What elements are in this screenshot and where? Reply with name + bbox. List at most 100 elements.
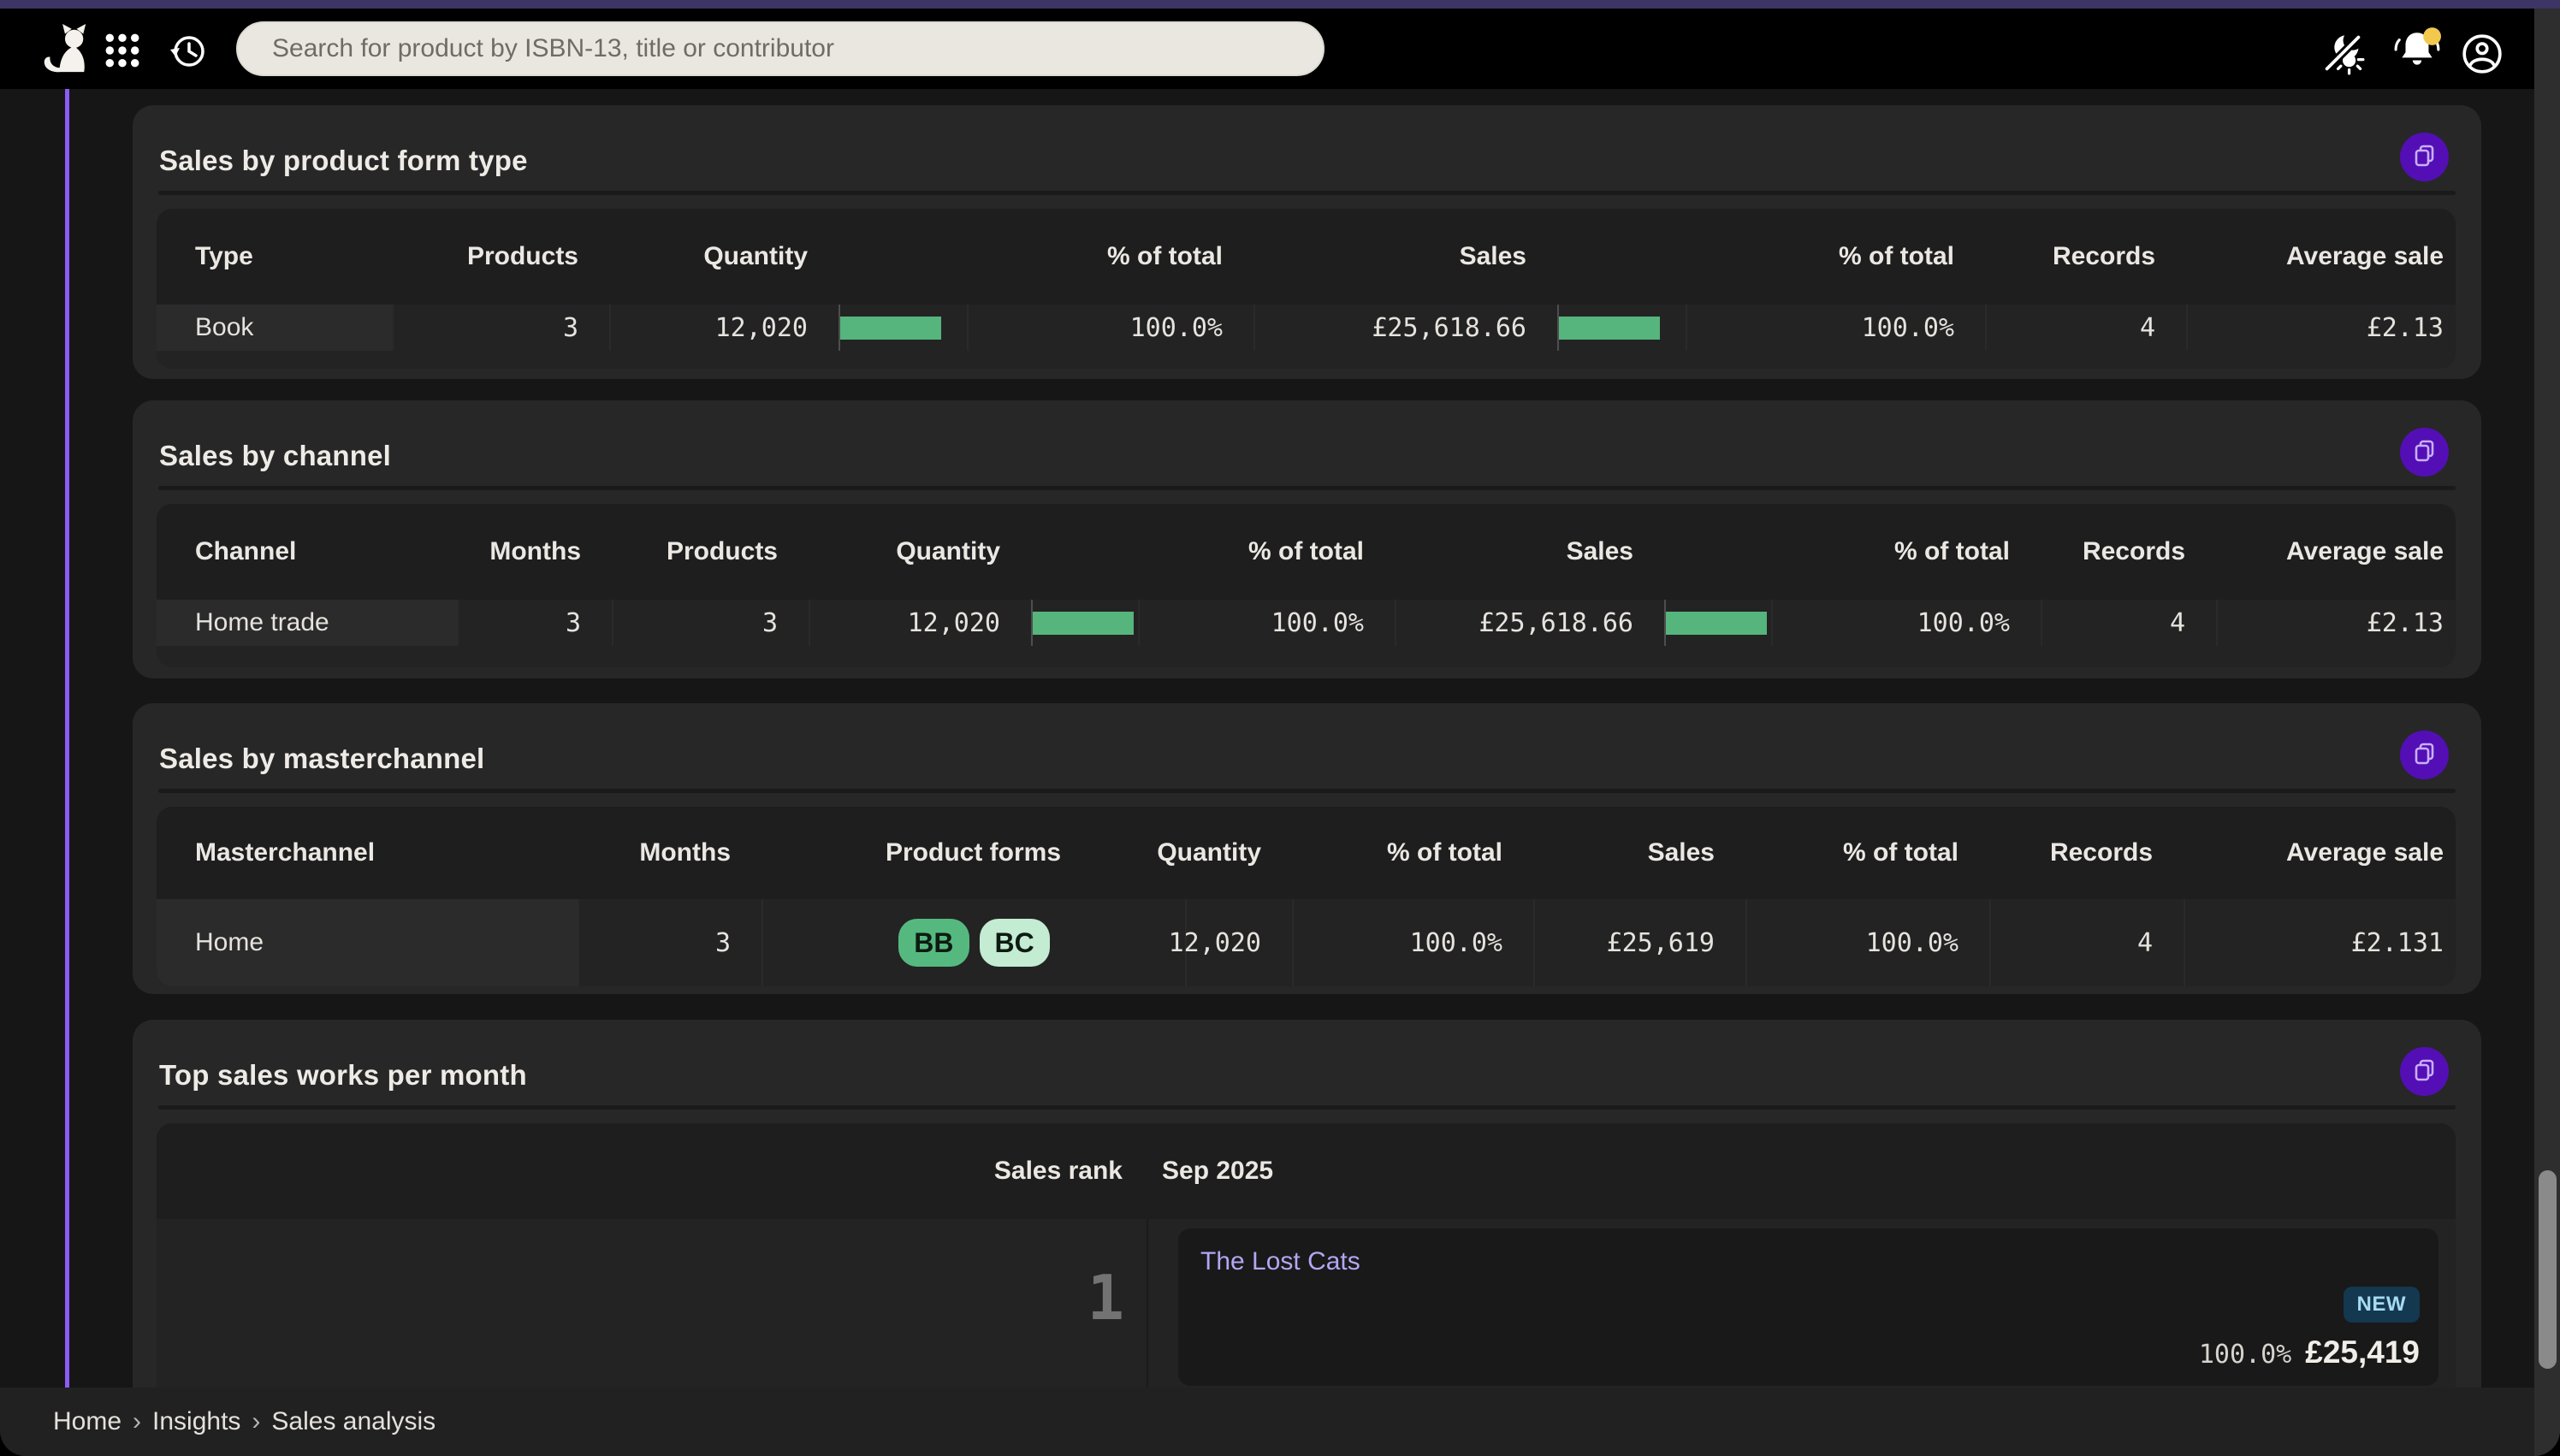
work-percent: 100.0% bbox=[2198, 1340, 2292, 1370]
cell-sales-rank: 1 bbox=[157, 1219, 1147, 1456]
top-navigation-bar bbox=[0, 9, 2534, 89]
account-button[interactable] bbox=[2461, 33, 2504, 78]
column-header-records: Records bbox=[2052, 242, 2155, 270]
cell-sales: £25,618.66 bbox=[1395, 600, 1664, 646]
table-header-row: Type Products Quantity % of total Sales … bbox=[157, 209, 2456, 305]
cell-quantity: 12,020 bbox=[809, 600, 1031, 646]
cell-products: 3 bbox=[392, 305, 609, 351]
cell-month-work: The Lost Cats NEW 100.0% £25,419 bbox=[1147, 1219, 2456, 1456]
product-form-badge-bc: BC bbox=[979, 919, 1050, 967]
copy-table-button[interactable] bbox=[2400, 731, 2449, 779]
cat-logo-icon[interactable] bbox=[38, 22, 91, 80]
column-header-average-sale: Average sale bbox=[2285, 242, 2444, 270]
column-header-pct-of-total: % of total bbox=[1248, 537, 1364, 565]
column-header-masterchannel: Masterchannel bbox=[195, 838, 376, 867]
column-header-month: Sep 2025 bbox=[1162, 1157, 1274, 1185]
cell-records: 4 bbox=[1985, 305, 2186, 351]
cell-masterchannel: Home bbox=[157, 899, 578, 986]
cell-quantity: 12,020 bbox=[1169, 899, 1292, 986]
card-sales-by-masterchannel: Sales by masterchannel Masterchannel Mon… bbox=[133, 703, 2481, 994]
column-header-channel: Channel bbox=[195, 537, 297, 565]
cell-products: 3 bbox=[612, 600, 809, 646]
breadcrumb-home[interactable]: Home bbox=[53, 1407, 122, 1435]
notification-dot bbox=[2423, 27, 2441, 45]
card-sales-by-product-form-type: Sales by product form type Type Products… bbox=[133, 105, 2481, 379]
table-header-row: Sales rank Sep 2025 bbox=[157, 1123, 2456, 1219]
copy-table-button[interactable] bbox=[2400, 1047, 2449, 1096]
search-input[interactable] bbox=[236, 21, 1324, 76]
copy-icon bbox=[2413, 439, 2437, 465]
cell-channel: Home trade bbox=[157, 600, 457, 646]
column-header-quantity: Quantity bbox=[1157, 838, 1261, 867]
card-divider bbox=[158, 1105, 2456, 1110]
column-header-average-sale: Average sale bbox=[2285, 838, 2444, 867]
work-title-link[interactable]: The Lost Cats bbox=[1200, 1247, 1360, 1275]
breadcrumb-sales-analysis: Sales analysis bbox=[271, 1407, 436, 1435]
masterchannel-table: Masterchannel Months Product forms Quant… bbox=[157, 807, 2456, 986]
cell-average-sale: £2.131 bbox=[2184, 899, 2456, 986]
history-clock-icon bbox=[168, 36, 209, 74]
new-badge: NEW bbox=[2343, 1287, 2420, 1323]
cell-average-sale: £2.13 bbox=[2216, 600, 2456, 646]
quantity-bar-cell bbox=[1031, 600, 1138, 646]
work-summary-card: The Lost Cats NEW 100.0% £25,419 bbox=[1178, 1228, 2439, 1386]
column-header-months: Months bbox=[639, 838, 731, 867]
sales-percent-bar bbox=[1559, 316, 1660, 340]
cell-records: 4 bbox=[1989, 899, 2184, 986]
cell-pct-of-total: 100.0% bbox=[1292, 899, 1533, 986]
breadcrumb-separator: › bbox=[133, 1407, 142, 1435]
column-header-pct-of-total: % of total bbox=[1387, 838, 1502, 867]
work-sales-value: £25,419 bbox=[2305, 1335, 2420, 1370]
scrollbar-track[interactable] bbox=[2534, 9, 2560, 1456]
notifications-button[interactable] bbox=[2394, 27, 2442, 74]
table-header-row: Masterchannel Months Product forms Quant… bbox=[157, 807, 2456, 899]
cell-records: 4 bbox=[2041, 600, 2216, 646]
copy-icon bbox=[2413, 742, 2437, 768]
copy-icon bbox=[2413, 144, 2437, 170]
column-header-type: Type bbox=[195, 242, 253, 270]
copy-table-button[interactable] bbox=[2400, 428, 2449, 476]
card-title: Sales by product form type bbox=[159, 145, 528, 176]
column-header-sales: Sales bbox=[1459, 242, 1526, 270]
sales-percent-bar bbox=[1666, 611, 1767, 635]
cell-pct-of-total: 100.0% bbox=[1138, 600, 1395, 646]
product-form-table: Type Products Quantity % of total Sales … bbox=[157, 209, 2456, 369]
column-header-product-forms: Product forms bbox=[885, 838, 1062, 867]
column-header-products: Products bbox=[666, 537, 778, 565]
column-header-pct-of-total: % of total bbox=[1107, 242, 1223, 270]
cell-average-sale: £2.13 bbox=[2186, 305, 2456, 351]
table-row: Home 3 BB BC 12,020 100.0% £25,619 100.0… bbox=[157, 899, 2456, 986]
breadcrumb-insights[interactable]: Insights bbox=[152, 1407, 241, 1435]
card-divider bbox=[158, 191, 2456, 195]
theme-toggle-button[interactable] bbox=[2320, 31, 2365, 78]
column-header-quantity: Quantity bbox=[896, 537, 1000, 565]
column-header-average-sale: Average sale bbox=[2285, 537, 2444, 565]
copy-table-button[interactable] bbox=[2400, 133, 2449, 181]
column-header-pct-of-total: % of total bbox=[1839, 242, 1954, 270]
column-header-pct-of-total: % of total bbox=[1894, 537, 2010, 565]
history-button[interactable] bbox=[168, 31, 209, 74]
scrollbar-thumb[interactable] bbox=[2539, 1170, 2557, 1369]
table-row: Home trade 3 3 12,020 100.0% £25,618.66 … bbox=[157, 600, 2456, 646]
scroll-accent-line bbox=[65, 89, 69, 1388]
column-header-sales: Sales bbox=[1647, 838, 1715, 867]
card-divider bbox=[158, 789, 2456, 793]
apps-grid-icon bbox=[104, 33, 140, 71]
table-header-row: Channel Months Products Quantity % of to… bbox=[157, 504, 2456, 600]
cell-pct-of-total: 100.0% bbox=[1771, 600, 2041, 646]
quantity-percent-bar bbox=[840, 316, 941, 340]
browser-top-strip bbox=[0, 0, 2560, 9]
copy-icon bbox=[2413, 1058, 2437, 1085]
quantity-bar-cell bbox=[839, 305, 967, 351]
apps-grid-button[interactable] bbox=[104, 33, 140, 71]
cell-quantity: 12,020 bbox=[609, 305, 839, 351]
column-header-sales: Sales bbox=[1566, 537, 1633, 565]
cell-pct-of-total: 100.0% bbox=[1686, 305, 1985, 351]
column-header-quantity: Quantity bbox=[703, 242, 808, 270]
column-header-sales-rank: Sales rank bbox=[993, 1157, 1123, 1185]
column-header-products: Products bbox=[466, 242, 578, 270]
card-title: Top sales works per month bbox=[159, 1059, 527, 1091]
column-header-months: Months bbox=[489, 537, 581, 565]
dark-mode-toggle-icon bbox=[2320, 34, 2365, 78]
